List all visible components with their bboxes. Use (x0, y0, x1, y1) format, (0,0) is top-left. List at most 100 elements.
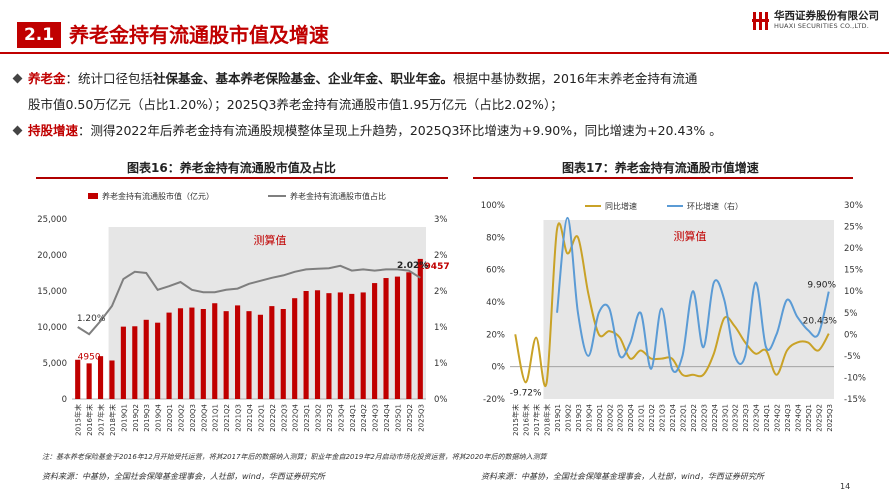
chart16-bar (269, 306, 275, 399)
chart17-y-right-tick: -10% (844, 373, 866, 383)
bullet-2-text: ：测得2022年后养老金持有流通股规模整体呈现上升趋势，2025Q3环比增速为+… (78, 123, 722, 138)
logo-cn: 华西证券股份有限公司 (774, 10, 879, 22)
chart17-y-left-tick: 60% (486, 266, 505, 276)
chart16-x-tick: 2019Q1 (120, 404, 128, 432)
chart17-x-tick: 2021Q3 (659, 404, 667, 432)
chart17-x-tick: 2025Q2 (815, 404, 823, 432)
chart16-x-tick: 2024Q3 (372, 404, 380, 432)
chart17-x-tick: 2022Q2 (690, 404, 698, 432)
chart16-x-tick: 2023Q1 (303, 404, 311, 432)
chart17-x-tick: 2025Q3 (826, 404, 834, 432)
chart16-y-right-tick: 2% (434, 251, 448, 261)
chart16-x-tick: 2024Q1 (349, 404, 357, 432)
chart17-y-right-tick: 0% (844, 330, 858, 340)
chart16-bar (120, 326, 126, 399)
company-logo: 华西证券股份有限公司 HUAXI SECURITIES CO.,LTD. (752, 8, 882, 36)
chart16-title-rule (36, 177, 448, 179)
chart16-bar (143, 319, 149, 399)
chart16-bar (223, 311, 229, 399)
chart17-x-tick: 2024Q4 (794, 403, 802, 431)
chart16-bar (166, 312, 172, 399)
source-right: 资料来源：中基协，全国社会保障基金理事会，人社部，wind，华西证券研究所 (481, 472, 764, 481)
chart16-x-tick: 2023Q2 (315, 404, 323, 432)
chart17-x-tick: 2017年末 (532, 404, 541, 436)
chart16-x-tick: 2015年末 (74, 404, 83, 436)
chart17-label-yoy-end: 20.43% (803, 317, 838, 327)
chart16-x-tick: 2025Q2 (406, 404, 414, 432)
chart16-label-end-bar: 19457 (418, 262, 449, 272)
page-title: 养老金持有流通股市值及增速 (69, 23, 329, 47)
chart16-x-tick: 2021Q3 (235, 404, 243, 432)
chart16-bar (200, 309, 206, 399)
chart16-bar (86, 363, 92, 399)
chart17-x-tick: 2024Q1 (763, 404, 771, 432)
chart16-bar (326, 293, 332, 399)
chart16-x-tick: 2025Q1 (394, 404, 402, 432)
chart17-x-tick: 2024Q2 (774, 404, 782, 432)
bullet-2-label: 持股增速 (28, 123, 79, 138)
chart17-y-right-tick: 30% (844, 201, 863, 211)
chart16-legend-bar-swatch (88, 193, 98, 199)
chart17-y-right-tick: -15% (844, 395, 866, 405)
chart16-x-tick: 2019Q4 (155, 403, 163, 431)
chart16-x-tick: 2019Q3 (143, 404, 151, 432)
chart16-bar (372, 283, 378, 399)
chart16-x-tick: 2022Q4 (292, 403, 300, 431)
chart16-y-right-tick: 3% (434, 215, 448, 225)
chart16-y-left-tick: 5,000 (43, 359, 67, 369)
chart17-x-tick: 2022Q4 (711, 403, 719, 431)
chart17-yoy-line (514, 222, 830, 387)
bullet-1-label: 养老金 (28, 71, 66, 86)
chart17-y-right-tick: 10% (844, 287, 863, 297)
chart17-legend-yoy-label: 同比增速 (605, 201, 637, 211)
chart16-x-tick: 2021Q1 (212, 404, 220, 432)
chart16-bar (349, 293, 355, 399)
bullet-1-text-c: 根据中基协数据，2016年末养老金持有流通 (453, 71, 698, 86)
chart17-x-tick: 2022Q1 (679, 404, 687, 432)
chart16-bar (280, 309, 286, 399)
chart16-label-start-bar: 4950 (78, 352, 101, 362)
chart17-x-tick: 2023Q1 (721, 404, 729, 432)
chart16-x-tick: 2020Q3 (189, 404, 197, 432)
chart16-bar (337, 292, 343, 399)
chart17-x-tick: 2019Q4 (585, 403, 593, 431)
bullet-1-text-d: 股市值0.50万亿元（占比1.20%）；2025Q3养老金持有流通股市值1.95… (28, 97, 563, 112)
chart17-legend-qoq-label: 环比增速（右） (687, 201, 743, 211)
footnote: 注：基本养老保险基金于2016年12月开始受托运营，将其2017年后的数据纳入测… (42, 453, 547, 461)
bullet-1-line2: 股市值0.50万亿元（占比1.20%）；2025Q3养老金持有流通股市值1.95… (28, 92, 868, 118)
chart16-x-tick: 2016年末 (85, 404, 94, 436)
chart16-x-tick: 2023Q3 (326, 404, 334, 432)
chart17-y-left-tick: 40% (486, 298, 505, 308)
chart16-bar (132, 326, 138, 399)
chart16-bar (75, 359, 81, 399)
chart16-bar (394, 276, 401, 399)
chart16-bar (257, 314, 263, 399)
bullet-1-text-a: ：统计口径包括 (65, 71, 154, 86)
chart16-bar (235, 305, 241, 399)
chart17-y-left-tick: -20% (483, 395, 505, 405)
chart16-bar (292, 298, 298, 399)
chart17-x-tick: 2023Q4 (753, 403, 761, 431)
chart17-y-right-tick: 20% (844, 244, 863, 254)
chart17-y-right-tick: 5% (844, 309, 858, 319)
chart16-x-tick: 2023Q4 (337, 403, 345, 431)
chart16-bar (314, 290, 321, 399)
logo-mark-icon (752, 12, 769, 30)
chart17-x-tick: 2019Q2 (564, 404, 572, 432)
chart16-x-tick: 2020Q4 (200, 403, 208, 431)
chart17-x-tick: 2020Q1 (596, 404, 604, 432)
chart16-legend-bar-label: 养老金持有流通股市值（亿元） (102, 191, 214, 201)
chart16-bar (189, 307, 195, 399)
chart16-y-right-tick: 1% (434, 359, 448, 369)
chart16-y-left-tick: 20,000 (37, 251, 67, 261)
chart16-y-left-tick: 0 (62, 395, 67, 405)
chart16-share-line (77, 264, 421, 336)
section-number: 2.1 (17, 22, 61, 48)
chart17-x-tick: 2020Q3 (617, 404, 625, 432)
chart16-y-right-tick: 0% (434, 395, 448, 405)
chart17-title: 图表17：养老金持有流通股市值增速 (562, 161, 759, 175)
chart17-x-tick: 2020Q4 (627, 403, 635, 431)
source-left: 资料来源：中基协，全国社会保障基金理事会，人社部，wind，华西证券研究所 (42, 472, 325, 481)
